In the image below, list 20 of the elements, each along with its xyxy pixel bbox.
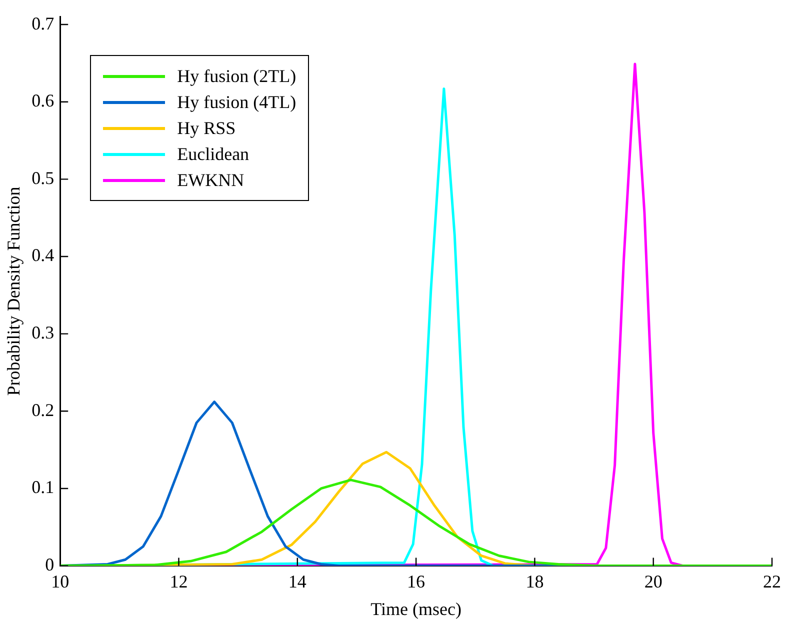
y-tick-label: 0.7 xyxy=(32,13,54,34)
legend-label: EWKNN xyxy=(177,170,244,192)
y-tick-label: 0.4 xyxy=(32,245,54,266)
y-axis-title: Probability Density Function xyxy=(4,186,24,396)
legend-label: Hy fusion (4TL) xyxy=(177,92,296,114)
y-tick-label: 0.2 xyxy=(32,400,54,420)
x-tick-label: 16 xyxy=(407,571,426,592)
x-tick-label: 12 xyxy=(170,571,188,592)
x-axis-title: Time (msec) xyxy=(370,598,462,619)
y-tick-label: 0.1 xyxy=(32,477,54,498)
x-tick-label: 20 xyxy=(644,571,662,592)
x-tick-label: 14 xyxy=(288,571,306,592)
y-tick-label: 0.5 xyxy=(32,168,54,188)
x-tick-label: 18 xyxy=(526,571,544,592)
legend-label: Hy RSS xyxy=(177,118,236,140)
x-tick-label: 22 xyxy=(763,571,781,592)
legend-label: Hy fusion (2TL) xyxy=(177,66,296,88)
legend-label: Euclidean xyxy=(177,144,250,166)
y-tick-label: 0.6 xyxy=(32,90,54,111)
y-tick-label: 0.3 xyxy=(32,322,54,343)
